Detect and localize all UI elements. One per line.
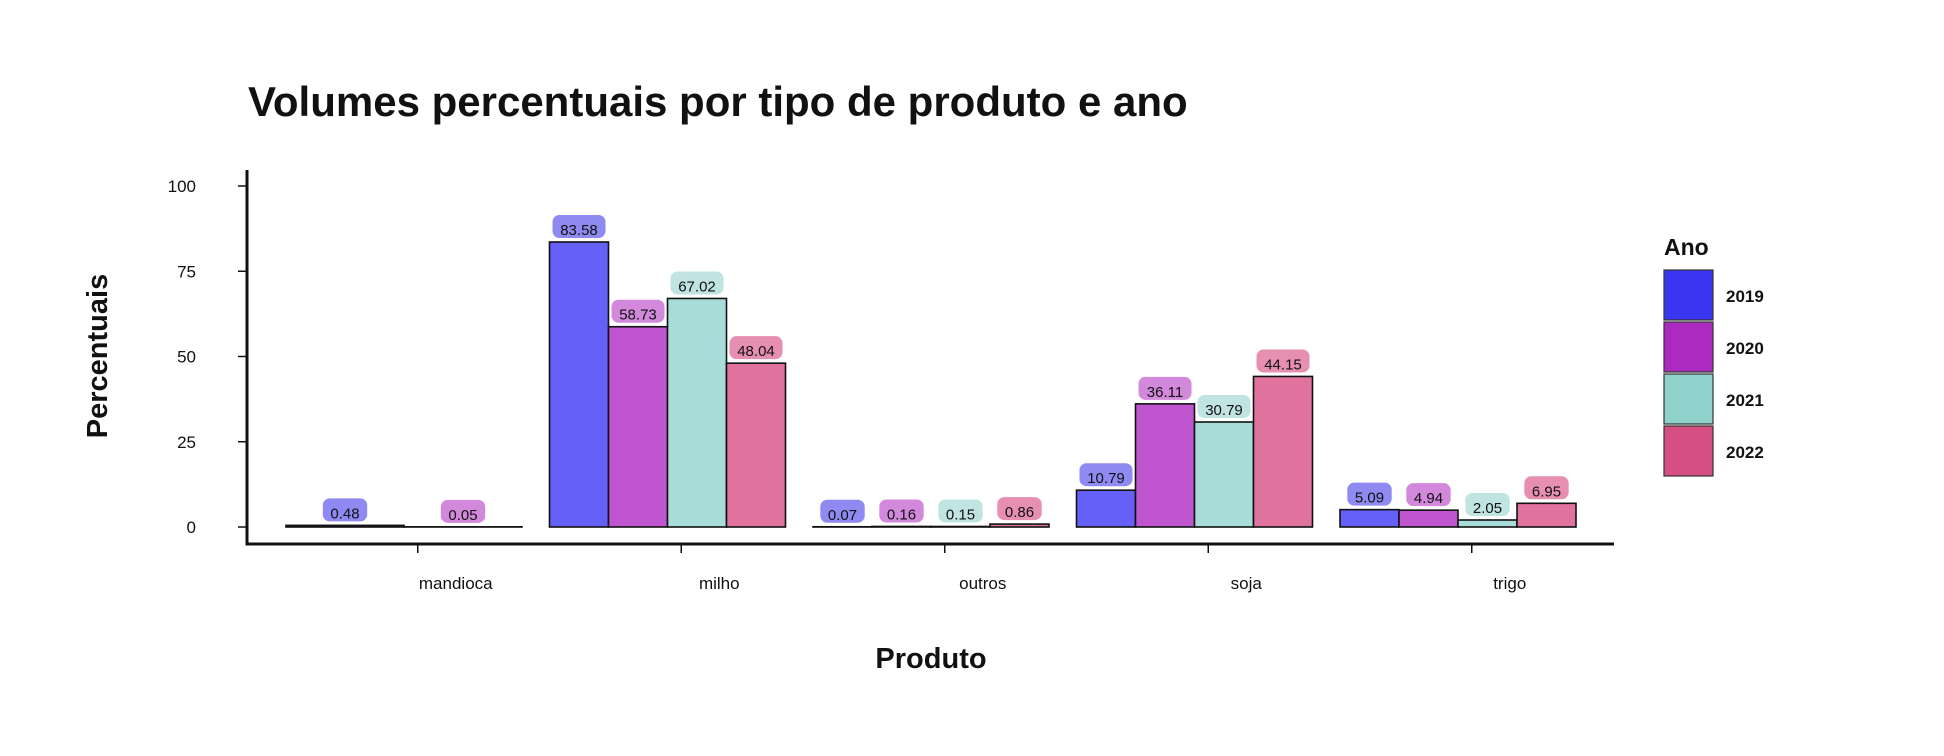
y-tick-label: 25 (177, 433, 196, 452)
bar (989, 523, 1050, 528)
legend-label: 2022 (1726, 443, 1764, 462)
legend-label: 2021 (1726, 391, 1764, 410)
data-label-bg (997, 497, 1042, 521)
bar (1516, 502, 1577, 528)
legend-swatch (1663, 425, 1714, 477)
data-label-bg (611, 299, 665, 323)
legend-title: Ano (1664, 234, 1709, 260)
data-label: 48.04 (737, 343, 775, 360)
data-label: 30.79 (1205, 402, 1243, 419)
data-label: 2.05 (1473, 500, 1502, 517)
data-label: 36.11 (1147, 384, 1183, 401)
data-label: 6.95 (1532, 483, 1561, 500)
data-label-bg (1079, 463, 1133, 487)
data-label-bg (1347, 482, 1392, 506)
x-tick-label: soja (1231, 574, 1263, 593)
data-label: 0.15 (946, 506, 975, 523)
bar (1457, 519, 1518, 528)
legend-swatch (1663, 321, 1714, 373)
data-label: 5.09 (1355, 490, 1384, 507)
data-label-bg (670, 271, 724, 295)
legend-swatch (1663, 269, 1714, 321)
data-label-bg (729, 336, 783, 360)
x-tick-label: outros (959, 574, 1006, 593)
data-label: 0.48 (330, 505, 359, 522)
x-axis-title: Produto (875, 643, 986, 675)
y-tick-label: 100 (168, 177, 196, 196)
bar (1252, 375, 1314, 528)
y-axis-title: Percentuais (82, 274, 114, 438)
data-label-bg (1465, 493, 1510, 517)
data-label: 10.79 (1087, 470, 1125, 487)
bar (285, 524, 405, 528)
legend-label: 2020 (1726, 339, 1764, 358)
data-label-bg (879, 499, 924, 523)
data-label: 83.58 (560, 222, 598, 239)
data-label: 4.94 (1414, 490, 1443, 507)
y-tick-label: 75 (177, 262, 196, 281)
y-tick-label: 50 (177, 348, 196, 367)
legend: Ano 2019 2020 2021 2022 (1663, 234, 1764, 477)
plot-area: 0 25 50 75 100 mandioca milho outros soja trigo 0.… (168, 170, 1614, 593)
bar (607, 325, 669, 528)
data-label: 44.15 (1264, 356, 1302, 373)
data-label-bg (440, 499, 486, 523)
data-label-bg (820, 499, 865, 523)
data-label: 0.07 (828, 507, 857, 524)
bar (1193, 421, 1255, 528)
bar (1339, 508, 1400, 528)
data-label: 0.16 (887, 506, 916, 523)
data-label-bg (552, 214, 606, 238)
bar (725, 362, 787, 528)
bar (871, 525, 932, 528)
bar (1134, 403, 1196, 528)
data-label-bg (938, 499, 983, 523)
data-label-bg (1197, 395, 1251, 419)
data-label-bg (1256, 349, 1310, 373)
y-tick-label: 0 (187, 518, 196, 537)
x-tick-label: mandioca (419, 574, 493, 593)
bar (666, 297, 728, 528)
data-label-bg (1406, 483, 1451, 507)
data-label: 67.02 (678, 278, 716, 295)
bar (548, 241, 610, 528)
bar (1075, 489, 1137, 528)
legend-swatch (1663, 373, 1714, 425)
bar (930, 525, 991, 528)
legend-label: 2019 (1726, 287, 1764, 306)
data-label-bg (1524, 476, 1569, 500)
data-label: 0.05 (448, 507, 477, 524)
data-label-bg (322, 498, 368, 522)
data-label: 0.86 (1005, 504, 1034, 521)
x-tick-label: milho (699, 574, 740, 593)
bar (1398, 509, 1459, 528)
data-label: 58.73 (619, 307, 657, 324)
data-label-bg (1138, 376, 1192, 400)
chart-title: Volumes percentuais por tipo de produto … (248, 78, 1188, 125)
x-tick-label: trigo (1493, 574, 1526, 593)
